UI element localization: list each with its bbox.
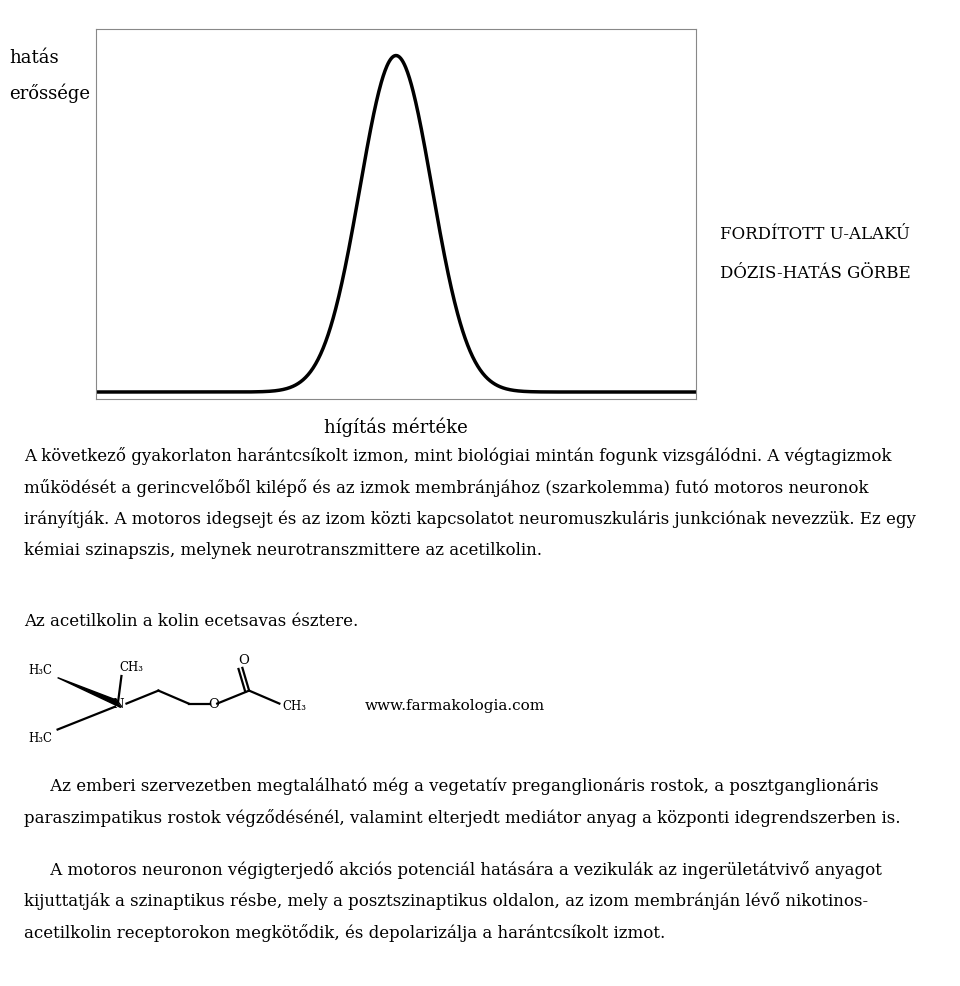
Text: működését a gerincvelőből kilépő és az izmok membránjához (szarkolemma) futó mot: működését a gerincvelőből kilépő és az i… [24,478,869,496]
Text: Az acetilkolin a kolin ecetsavas észtere.: Az acetilkolin a kolin ecetsavas észtere… [24,612,358,629]
Text: CH₃: CH₃ [283,699,307,712]
Text: irányítják. A motoros idegsejt és az izom közti kapcsolatot neuromuszkuláris jun: irányítják. A motoros idegsejt és az izo… [24,510,916,528]
Polygon shape [58,678,121,708]
Text: acetilkolin receptorokon megkötődik, és depolarizálja a harántcsíkolt izmot.: acetilkolin receptorokon megkötődik, és … [24,923,665,941]
Text: A következő gyakorlaton harántcsíkolt izmon, mint biológiai mintán fogunk vizsgá: A következő gyakorlaton harántcsíkolt iz… [24,447,892,464]
Text: H₃C: H₃C [29,664,53,676]
Text: kémiai szinapszis, melynek neurotranszmittere az acetilkolin.: kémiai szinapszis, melynek neurotranszmi… [24,541,542,559]
Text: hatás: hatás [10,49,60,67]
Text: erőssége: erőssége [10,84,90,104]
Text: O: O [239,654,250,667]
Text: www.farmakologia.com: www.farmakologia.com [365,698,545,713]
Text: Az emberi szervezetben megtalálható még a vegetatív preganglionáris rostok, a po: Az emberi szervezetben megtalálható még … [24,777,878,795]
Text: paraszimpatikus rostok végződésénél, valamint elterjedt mediátor anyag a központ: paraszimpatikus rostok végződésénél, val… [24,809,900,826]
Text: CH₃: CH₃ [120,660,144,673]
Text: DÓZIS-HATÁS GÖRBE: DÓZIS-HATÁS GÖRBE [720,265,911,282]
Text: A motoros neuronon végigterjedő akciós potenciál hatására a vezikulák az ingerül: A motoros neuronon végigterjedő akciós p… [24,860,882,878]
Text: FORDÍTOTT U-ALAKÚ: FORDÍTOTT U-ALAKÚ [720,226,910,243]
Text: H₃C: H₃C [29,732,53,744]
Text: N: N [112,697,124,710]
Text: kijuttatják a szinaptikus résbe, mely a posztszinaptikus oldalon, az izom membrá: kijuttatják a szinaptikus résbe, mely a … [24,891,868,909]
Text: hígítás mértéke: hígítás mértéke [324,417,468,437]
Text: O: O [208,697,219,710]
